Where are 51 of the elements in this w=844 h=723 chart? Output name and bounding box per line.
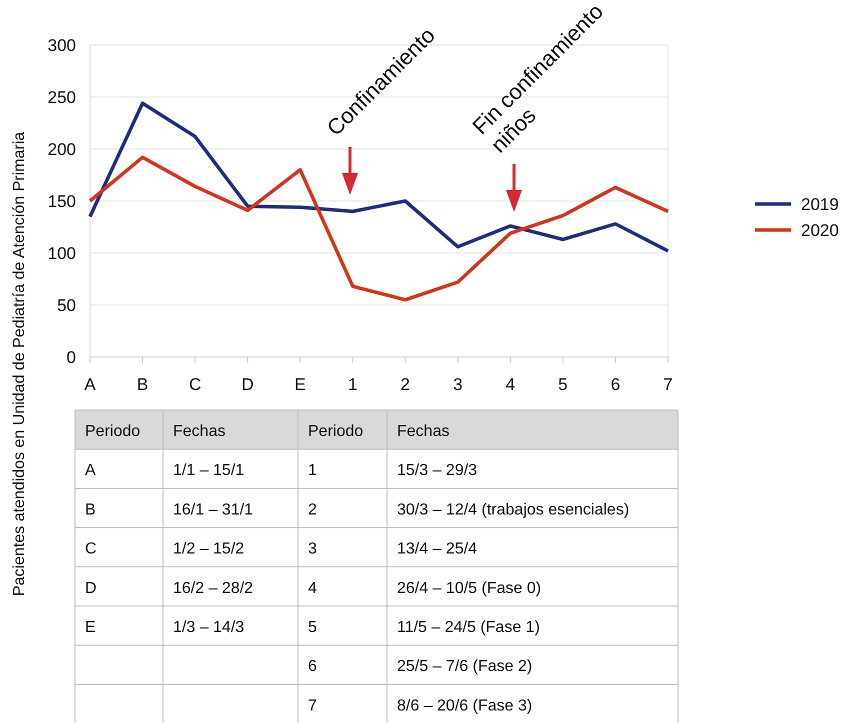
x-tick-label: 5 <box>558 375 568 394</box>
text: E <box>85 619 96 636</box>
text: 8/6 – 20/6 (Fase 3) <box>397 697 532 714</box>
y-tick-label: 150 <box>48 192 76 211</box>
text: C <box>85 540 97 558</box>
legend-label: 2020 <box>801 221 839 240</box>
x-tick-label: 6 <box>610 375 620 394</box>
line-series <box>88 156 670 302</box>
text: 7 <box>308 697 317 714</box>
text: 25/5 – 7/6 (Fase 2) <box>397 658 532 676</box>
x-tick-label: C <box>188 375 202 394</box>
x-tick-label: 1 <box>348 375 358 394</box>
text: 15/3 – 29/3 <box>397 462 478 480</box>
text: 4 <box>308 580 317 597</box>
y-tick-label: 0 <box>66 348 76 367</box>
text: 1/1 – 15/1 <box>173 462 244 480</box>
text: D <box>85 580 97 597</box>
x-tick-label: A <box>84 375 96 394</box>
y-tick-label: 50 <box>57 296 76 315</box>
text: 3 <box>308 540 317 558</box>
x-tick-label: B <box>136 375 148 394</box>
y-tick-label: 200 <box>48 140 76 159</box>
text: A <box>85 462 96 480</box>
text: 11/5 – 24/5 (Fase 1) <box>397 619 540 636</box>
text: 16/2 – 28/2 <box>173 580 254 597</box>
text: 30/3 – 12/4 (trabajos esenciales) <box>397 501 630 518</box>
text: 1/2 – 15/2 <box>173 540 244 558</box>
y-tick-label: 300 <box>48 36 76 55</box>
text: Periodo <box>308 423 364 440</box>
legend-label: 2019 <box>801 195 839 214</box>
y-tick-label: 100 <box>48 244 76 263</box>
text: 2 <box>308 501 317 518</box>
x-tick-label: 3 <box>453 375 463 394</box>
text: 5 <box>308 619 317 636</box>
text: B <box>85 501 96 518</box>
x-tick-label: E <box>294 375 306 394</box>
text: Fechas <box>397 423 450 440</box>
text: 13/4 – 25/4 <box>397 540 478 558</box>
x-tick-label: D <box>241 375 254 394</box>
y-axis-title: Pacientes atendidos en Unidad de Pediatría de Atención Primaria <box>11 132 28 596</box>
y-tick-label: 250 <box>48 88 76 107</box>
text: 16/1 – 31/1 <box>173 501 254 518</box>
x-tick-label: 7 <box>663 375 673 394</box>
text: Periodo <box>85 423 140 440</box>
text: Fechas <box>173 423 226 440</box>
text: 6 <box>308 658 317 676</box>
text: 1 <box>308 462 317 480</box>
x-tick-label: 4 <box>506 375 516 394</box>
x-tick-label: 2 <box>400 375 410 394</box>
text: 1/3 – 14/3 <box>173 619 244 636</box>
text: 26/4 – 10/5 (Fase 0) <box>397 580 542 597</box>
